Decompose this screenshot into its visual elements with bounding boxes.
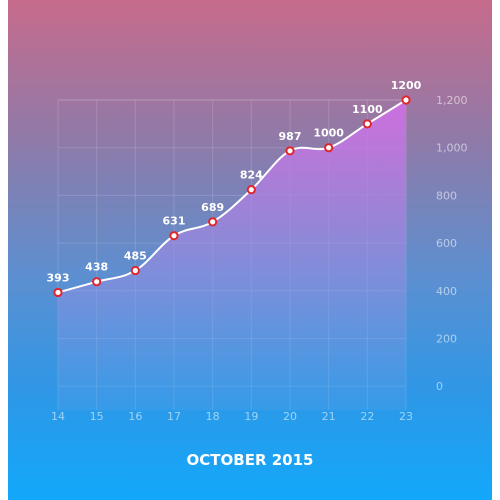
data-point: [246, 185, 256, 195]
data-label: 631: [163, 215, 186, 228]
data-point: [324, 143, 334, 153]
x-tick-label: 22: [360, 410, 374, 423]
data-point: [169, 231, 179, 241]
area-chart: 0 200 400 600 800 1,000 1,200 14 15 16 17 18 19 20 21…: [47, 79, 468, 423]
data-point: [285, 146, 295, 156]
data-labels: 393 438 485 631 689 824 987 1000 1100 1200: [47, 79, 422, 284]
y-tick-label: 600: [436, 237, 457, 250]
y-tick-label: 0: [436, 380, 443, 393]
data-label: 485: [124, 250, 147, 263]
x-axis: 14 15 16 17 18 19 20 21 22 23: [51, 410, 413, 423]
y-tick-label: 1,200: [436, 94, 468, 107]
y-tick-label: 400: [436, 285, 457, 298]
x-axis-title: OCTOBER 2015: [186, 451, 314, 469]
x-tick-label: 17: [167, 410, 181, 423]
data-points: [53, 95, 411, 298]
data-point: [362, 119, 372, 129]
x-tick-label: 23: [399, 410, 413, 423]
data-point: [92, 277, 102, 287]
data-label: 1000: [313, 127, 344, 140]
y-axis: 0 200 400 600 800 1,000 1,200: [436, 94, 468, 393]
x-tick-label: 16: [128, 410, 142, 423]
y-tick-label: 200: [436, 332, 457, 345]
x-tick-label: 20: [283, 410, 297, 423]
data-label: 438: [85, 261, 108, 274]
data-point: [53, 287, 63, 298]
x-tick-label: 21: [322, 410, 336, 423]
chart-widget: 0 200 400 600 800 1,000 1,200 14 15 16 17 18 19 20 21…: [8, 0, 492, 500]
data-label: 393: [47, 271, 70, 284]
data-label: 824: [240, 169, 263, 182]
x-tick-label: 14: [51, 410, 65, 423]
x-tick-label: 15: [90, 410, 104, 423]
data-label: 1100: [352, 103, 383, 116]
data-point: [208, 217, 218, 227]
data-point: [401, 95, 411, 105]
data-label: 987: [279, 130, 302, 143]
series-line: [57, 99, 407, 294]
data-label: 689: [201, 201, 224, 214]
area-fill: [58, 100, 406, 410]
x-tick-label: 18: [206, 410, 220, 423]
data-label: 1200: [391, 79, 422, 92]
x-tick-label: 19: [244, 410, 258, 423]
y-tick-label: 800: [436, 189, 457, 202]
data-point: [130, 265, 140, 276]
y-tick-label: 1,000: [436, 142, 468, 155]
